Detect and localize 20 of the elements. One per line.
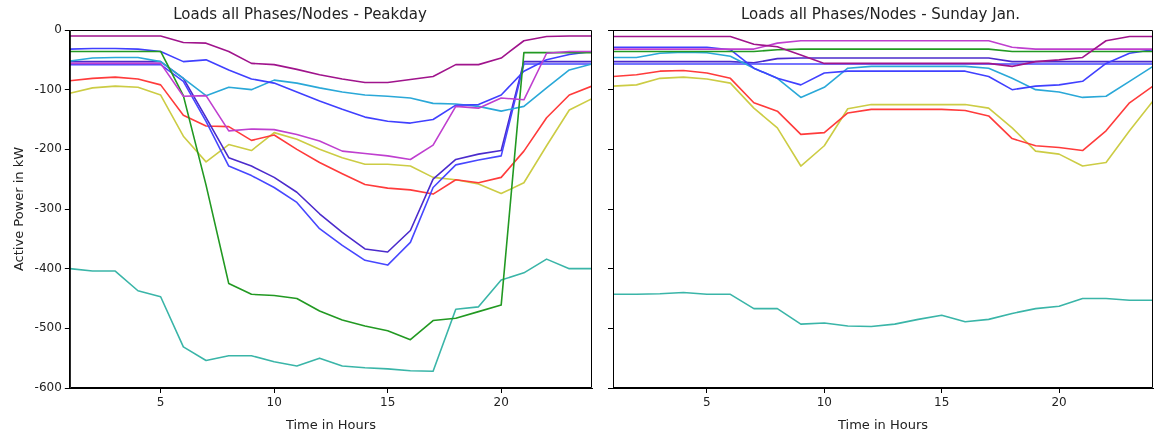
x-tick-label: 10 <box>266 395 282 410</box>
y-tick-label: -600 <box>34 380 62 395</box>
chart-title: Loads all Phases/Nodes - Peakday <box>173 4 427 23</box>
y-tick-label: -300 <box>34 201 62 216</box>
x-tick-label: 5 <box>703 395 711 410</box>
x-tick-label: 5 <box>156 395 165 410</box>
x-tick-label: 20 <box>493 395 509 410</box>
y-tick-label: -100 <box>34 81 62 96</box>
y-tick-label: 0 <box>54 22 62 37</box>
x-axis-title: Time in Hours <box>284 416 377 432</box>
x-tick-label: 15 <box>934 395 950 410</box>
y-axis-title: Active Power in kW <box>11 146 27 272</box>
y-tick-label: -200 <box>34 141 62 156</box>
chart-title: Loads all Phases/Nodes - Sunday Jan. <box>740 4 1021 23</box>
x-tick-label: 15 <box>380 395 396 410</box>
x-axis-title: Time in Hours <box>836 416 929 432</box>
y-tick-label: -400 <box>34 260 62 275</box>
x-tick-label: 20 <box>1051 395 1067 410</box>
y-tick-label: -500 <box>34 320 62 335</box>
x-tick-label: 10 <box>816 395 832 410</box>
